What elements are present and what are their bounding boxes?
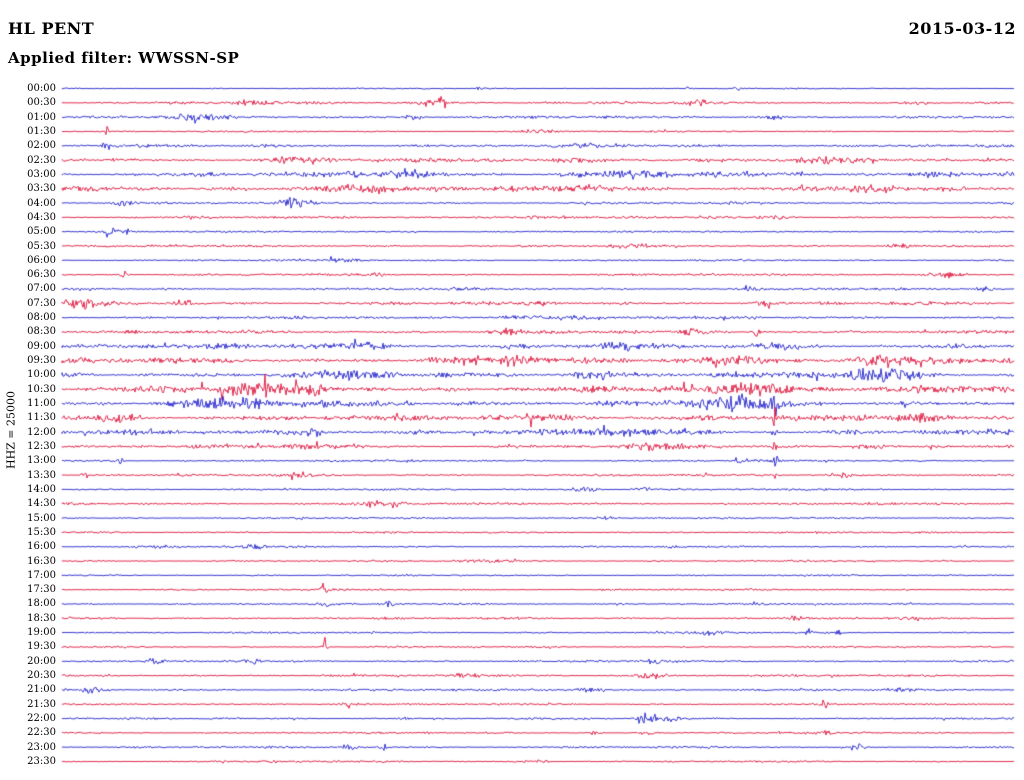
time-labels: 00:00 00:30 01:00 01:30 02:00 02:30 03:00 03:30…	[0, 0, 58, 780]
time-label: 17:00	[27, 569, 56, 581]
time-label: 02:00	[27, 140, 56, 152]
time-label: 23:00	[27, 741, 56, 753]
time-label: 11:30	[27, 412, 56, 424]
time-label: 17:30	[27, 584, 56, 596]
time-label: 13:30	[27, 469, 56, 481]
time-label: 16:00	[27, 541, 56, 553]
time-label: 11:00	[27, 398, 56, 410]
time-label: 06:00	[27, 254, 56, 266]
time-label: 01:00	[27, 111, 56, 123]
time-label: 05:30	[27, 240, 56, 252]
time-label: 18:30	[27, 612, 56, 624]
time-label: 12:30	[27, 440, 56, 452]
time-label: 07:30	[27, 297, 56, 309]
time-label: 20:00	[27, 655, 56, 667]
time-label: 13:00	[27, 455, 56, 467]
time-label: 14:30	[27, 498, 56, 510]
time-label: 15:30	[27, 526, 56, 538]
time-label: 19:00	[27, 627, 56, 639]
time-label: 21:30	[27, 698, 56, 710]
time-label: 16:30	[27, 555, 56, 567]
time-label: 04:30	[27, 211, 56, 223]
time-label: 10:00	[27, 369, 56, 381]
time-label: 00:30	[27, 97, 56, 109]
time-label: 02:30	[27, 154, 56, 166]
time-label: 08:00	[27, 312, 56, 324]
time-label: 20:30	[27, 670, 56, 682]
time-label: 22:30	[27, 727, 56, 739]
time-label: 00:00	[27, 83, 56, 94]
time-label: 01:30	[27, 125, 56, 137]
time-label: 23:30	[27, 756, 56, 767]
time-label: 03:00	[27, 168, 56, 180]
time-label: 18:00	[27, 598, 56, 610]
time-label: 14:00	[27, 483, 56, 495]
time-label: 10:30	[27, 383, 56, 395]
time-label: 03:30	[27, 183, 56, 195]
time-label: 19:30	[27, 641, 56, 653]
time-label: 09:00	[27, 340, 56, 352]
time-label: 21:00	[27, 684, 56, 696]
time-label: 07:00	[27, 283, 56, 295]
time-label: 15:00	[27, 512, 56, 524]
time-label: 06:30	[27, 269, 56, 281]
time-label: 12:00	[27, 426, 56, 438]
time-label: 05:00	[27, 226, 56, 238]
time-label: 09:30	[27, 355, 56, 367]
time-label: 04:00	[27, 197, 56, 209]
time-label: 08:30	[27, 326, 56, 338]
time-label: 22:00	[27, 713, 56, 725]
